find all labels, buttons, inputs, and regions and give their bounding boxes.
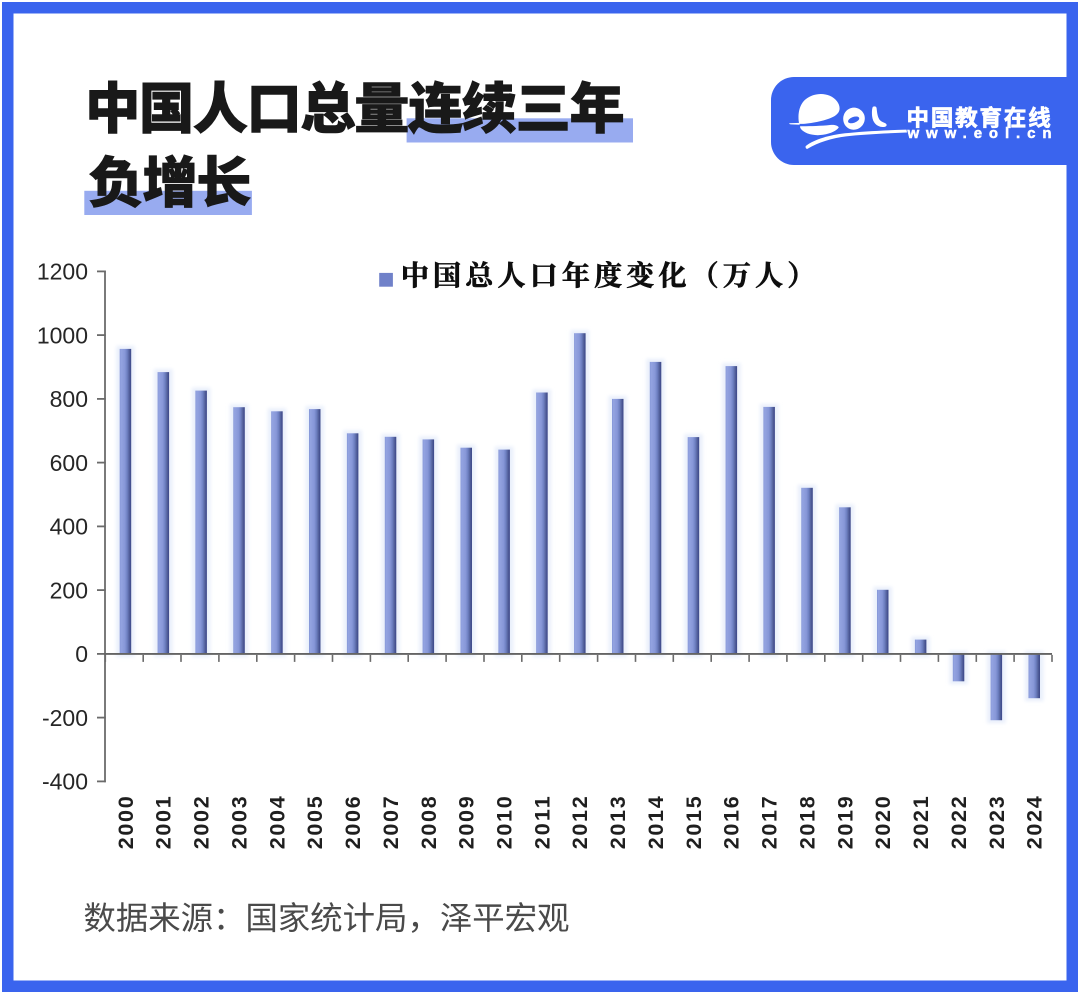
svg-text:1000: 1000: [37, 322, 88, 348]
svg-text:2006: 2006: [341, 796, 365, 849]
svg-text:2004: 2004: [265, 796, 289, 849]
svg-text:2012: 2012: [568, 796, 592, 849]
svg-text:1200: 1200: [37, 259, 88, 285]
svg-text:400: 400: [50, 514, 88, 540]
svg-text:2018: 2018: [796, 796, 820, 849]
svg-text:2014: 2014: [644, 796, 668, 849]
svg-text:2020: 2020: [871, 796, 895, 849]
svg-text:2024: 2024: [1023, 796, 1047, 849]
svg-text:2003: 2003: [227, 796, 251, 849]
svg-text:2019: 2019: [833, 796, 857, 849]
svg-text:2001: 2001: [152, 796, 176, 849]
svg-text:2023: 2023: [985, 796, 1009, 849]
svg-text:800: 800: [50, 386, 88, 412]
svg-text:2021: 2021: [909, 796, 933, 849]
svg-text:2015: 2015: [682, 796, 706, 849]
svg-text:2009: 2009: [455, 796, 479, 849]
svg-text:600: 600: [50, 450, 88, 476]
svg-text:2022: 2022: [947, 796, 971, 849]
svg-text:-200: -200: [42, 705, 88, 731]
svg-text:2005: 2005: [303, 796, 327, 849]
svg-text:2010: 2010: [493, 796, 517, 849]
svg-text:2008: 2008: [417, 796, 441, 849]
svg-text:200: 200: [50, 577, 88, 603]
svg-text:www.eol.cn: www.eol.cn: [907, 125, 1052, 142]
svg-text:2007: 2007: [379, 796, 403, 849]
svg-text:2017: 2017: [758, 796, 782, 849]
svg-text:0: 0: [75, 641, 88, 667]
svg-text:2013: 2013: [606, 796, 630, 849]
svg-text:2002: 2002: [190, 796, 214, 849]
svg-text:2016: 2016: [720, 796, 744, 849]
svg-text:2000: 2000: [114, 796, 138, 849]
svg-text:-400: -400: [42, 769, 88, 795]
